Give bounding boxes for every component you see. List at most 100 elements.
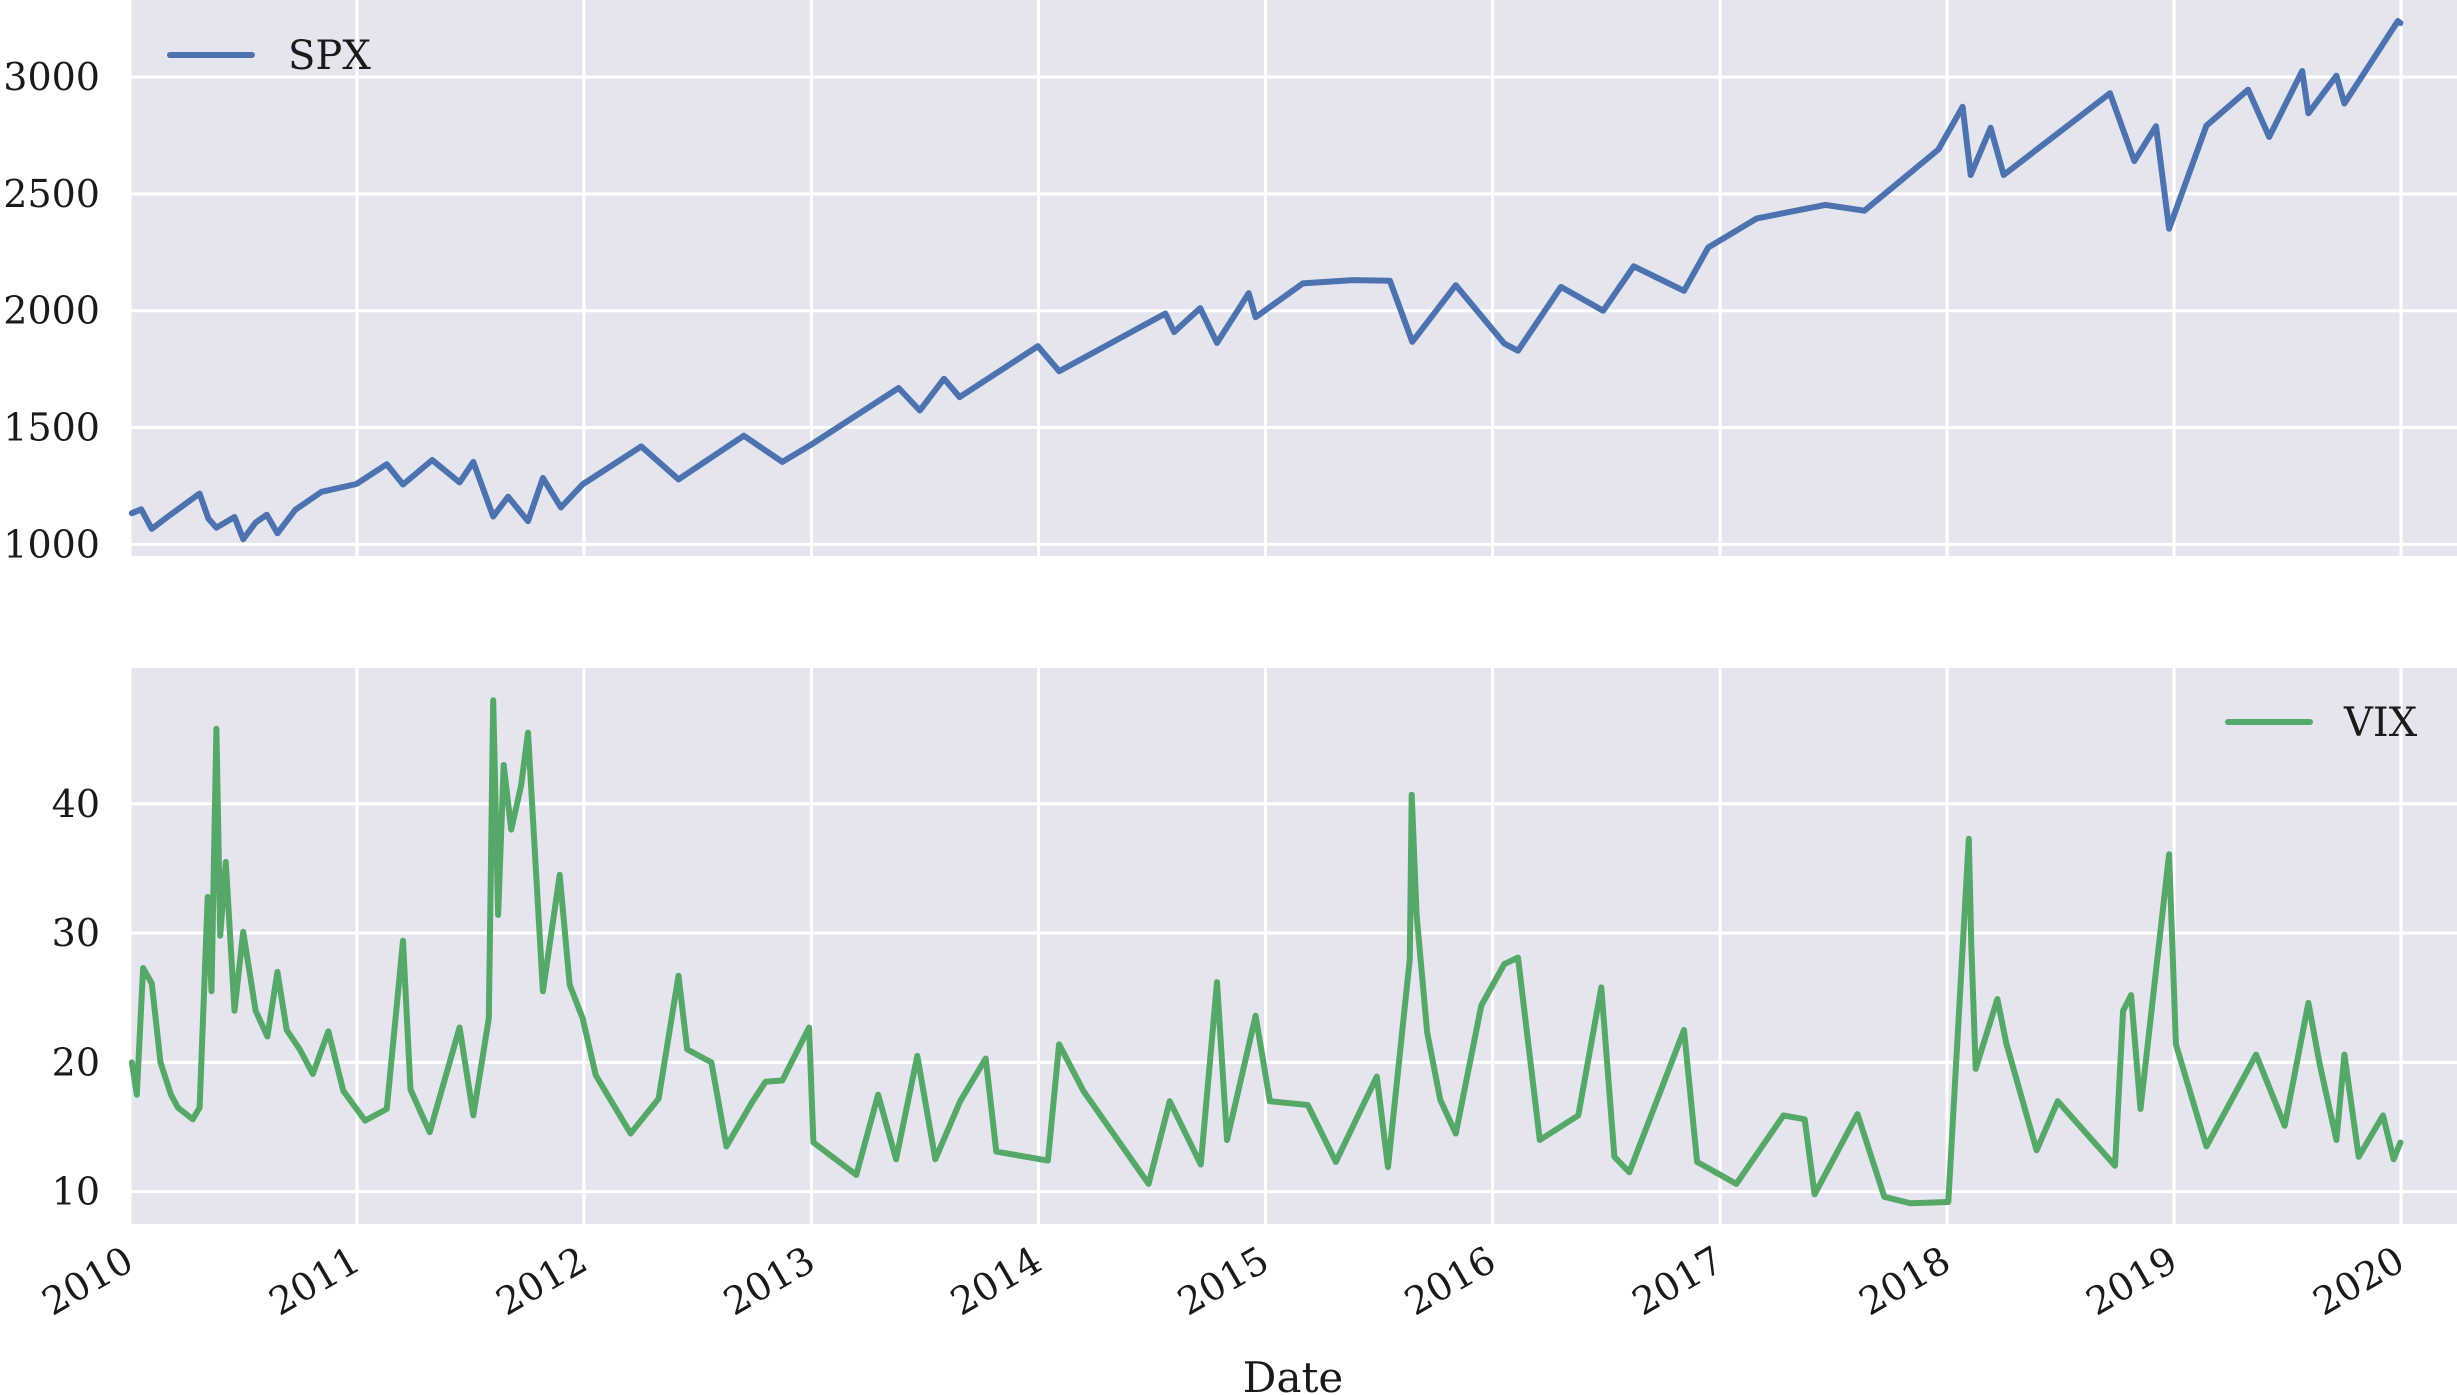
data-point-vix	[1996, 998, 1999, 1001]
data-point-spx	[140, 508, 143, 511]
spx-y-tick-1000: 1000	[3, 522, 100, 566]
data-point-vix	[1410, 793, 1413, 796]
data-point-vix	[594, 1074, 597, 1077]
x-tick-2014: 2014	[943, 1238, 1049, 1324]
data-point-vix	[1538, 1139, 1541, 1142]
data-point-vix	[1813, 1193, 1816, 1196]
data-point-spx	[918, 409, 921, 412]
vix-series	[128, 697, 2404, 1207]
data-point-spx	[2335, 74, 2338, 77]
data-point-vix	[995, 1150, 998, 1153]
data-point-spx	[1503, 342, 1506, 345]
data-point-spx	[2247, 88, 2250, 91]
data-point-spx	[1602, 309, 1605, 312]
data-point-vix	[191, 1118, 194, 1121]
data-point-vix	[1883, 1195, 1886, 1198]
vix-y-tick-20: 20	[52, 1040, 100, 1084]
data-point-vix	[710, 1061, 713, 1064]
x-axis-title: Date	[1243, 1353, 1343, 1395]
data-point-spx	[1454, 284, 1457, 287]
data-point-vix	[1408, 957, 1411, 960]
data-point-spx	[640, 445, 643, 448]
legend-label-vix: VIX	[2343, 700, 2418, 746]
vix-y-tick-10: 10	[52, 1170, 100, 1214]
data-point-spx	[492, 515, 495, 518]
data-point-vix	[1454, 1132, 1457, 1135]
data-point-vix	[1967, 837, 1970, 840]
data-point-vix	[1216, 981, 1219, 984]
data-point-spx	[2205, 124, 2208, 127]
data-point-vix	[224, 861, 227, 864]
data-point-spx	[276, 532, 279, 535]
data-point-spx	[1863, 209, 1866, 212]
data-point-vix	[2114, 1164, 2117, 1167]
data-point-spx	[1351, 279, 1354, 282]
data-point-vix	[2139, 1107, 2142, 1110]
x-tick-2011: 2011	[262, 1238, 368, 1324]
data-point-vix	[1168, 1100, 1171, 1103]
data-point-spx	[1247, 292, 1250, 295]
data-point-spx	[1199, 307, 1202, 310]
spx-legend: SPX	[167, 33, 371, 79]
data-point-spx	[1036, 345, 1039, 348]
data-point-vix	[1147, 1182, 1150, 1185]
data-point-vix	[1082, 1089, 1085, 1092]
data-point-spx	[2396, 20, 2399, 23]
data-point-vix	[1803, 1118, 1806, 1121]
x-tick-2012: 2012	[489, 1238, 595, 1324]
data-point-vix	[2392, 1158, 2395, 1161]
x-tick-2019: 2019	[2079, 1238, 2185, 1324]
data-point-spx	[2268, 135, 2271, 138]
data-point-vix	[520, 784, 523, 787]
data-point-spx	[385, 463, 388, 466]
data-point-vix	[142, 967, 145, 970]
data-point-vix	[135, 1093, 138, 1096]
data-point-vix	[1503, 963, 1506, 966]
data-point-vix	[210, 990, 213, 993]
data-point-spx	[781, 460, 784, 463]
x-tick-2020: 2020	[2306, 1238, 2412, 1324]
data-point-vix	[285, 1029, 288, 1032]
data-point-spx	[943, 377, 946, 380]
data-point-vix	[1439, 1098, 1442, 1101]
spx-y-tick-2000: 2000	[3, 289, 100, 333]
data-point-vix	[1696, 1160, 1699, 1163]
data-point-vix	[2056, 1100, 2059, 1103]
data-point-vix	[1974, 1067, 1977, 1070]
data-point-spx	[130, 512, 133, 515]
data-point-vix	[895, 1158, 898, 1161]
data-point-spx	[897, 387, 900, 390]
data-point-vix	[1480, 1004, 1483, 1007]
data-point-spx	[1216, 341, 1219, 344]
data-point-vix	[327, 1030, 330, 1033]
data-point-spx	[1173, 331, 1176, 334]
legend-label-spx: SPX	[288, 33, 371, 79]
data-point-vix	[233, 1009, 236, 1012]
data-point-spx	[1755, 217, 1758, 220]
data-point-spx	[165, 516, 168, 519]
data-point-vix	[2130, 994, 2133, 997]
data-point-spx	[1937, 148, 1940, 151]
vix-plot-background	[130, 668, 2457, 1224]
data-point-vix	[855, 1173, 858, 1176]
data-point-vix	[1683, 1029, 1686, 1032]
x-tick-labels: 2010 2011 2012 2013 2014 2015 2016 2017 2018 2019…	[35, 1238, 2412, 1324]
data-point-vix	[364, 1119, 367, 1122]
data-point-spx	[2002, 174, 2005, 177]
data-point-vix	[2307, 1001, 2310, 1004]
data-point-vix	[254, 1009, 257, 1012]
data-point-vix	[764, 1080, 767, 1083]
data-point-spx	[215, 526, 218, 529]
data-point-spx	[254, 521, 257, 524]
data-point-spx	[1824, 203, 1827, 206]
data-point-vix	[725, 1145, 728, 1148]
data-point-vix	[170, 1093, 173, 1096]
data-point-spx	[2343, 102, 2346, 105]
data-point-vix	[541, 990, 544, 993]
data-point-vix	[2122, 1009, 2125, 1012]
data-point-vix	[1909, 1202, 1912, 1205]
data-point-vix	[510, 828, 513, 831]
data-point-vix	[877, 1093, 880, 1096]
data-point-vix	[2318, 1062, 2321, 1065]
